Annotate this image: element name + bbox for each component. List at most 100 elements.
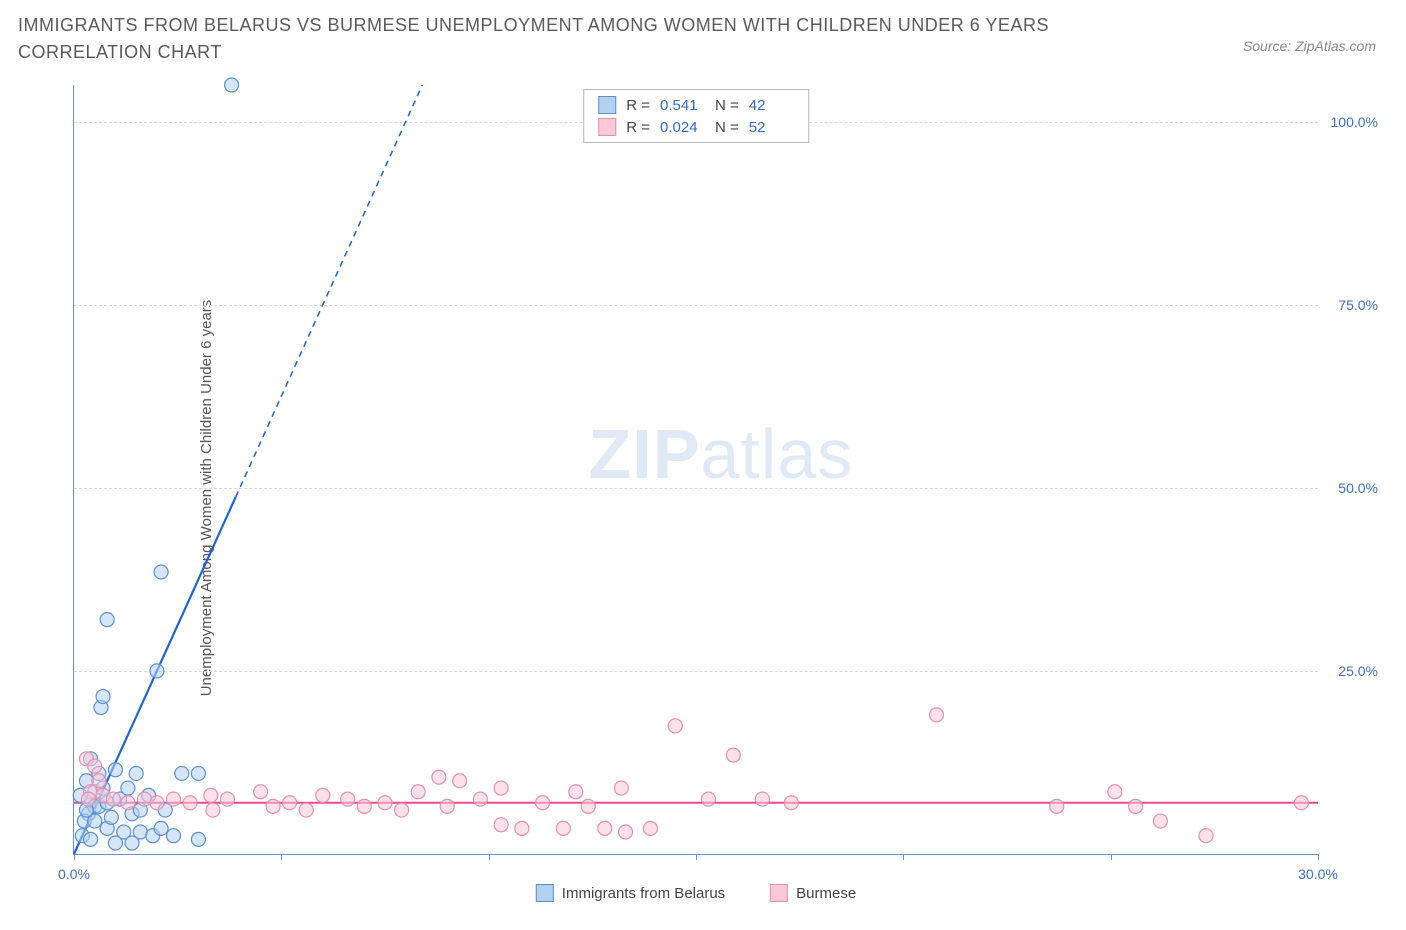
data-point-burmese — [206, 803, 220, 817]
data-point-burmese — [283, 796, 297, 810]
data-point-burmese — [82, 792, 96, 806]
swatch-burmese — [598, 118, 616, 136]
x-tick-label: 30.0% — [1298, 866, 1338, 882]
data-point-burmese — [453, 774, 467, 788]
data-point-burmese — [1294, 796, 1308, 810]
data-point-burmese — [755, 792, 769, 806]
data-point-burmese — [581, 799, 595, 813]
data-point-burmese — [254, 785, 268, 799]
data-point-burmese — [220, 792, 234, 806]
x-tick-label: 0.0% — [58, 866, 90, 882]
data-point-burmese — [556, 821, 570, 835]
data-point-belarus — [108, 763, 122, 777]
data-point-belarus — [100, 613, 114, 627]
data-point-belarus — [125, 836, 139, 850]
plot-area: ZIPatlas R = 0.541 N = 42 R = 0.024 N = … — [73, 85, 1318, 855]
legend-item-belarus: Immigrants from Belarus — [536, 884, 725, 902]
data-point-burmese — [341, 792, 355, 806]
data-point-burmese — [378, 796, 392, 810]
legend-item-burmese: Burmese — [770, 884, 856, 902]
swatch-belarus — [536, 884, 554, 902]
scatter-svg — [74, 85, 1318, 854]
data-point-belarus — [121, 781, 135, 795]
data-point-burmese — [88, 759, 102, 773]
data-point-belarus — [104, 810, 118, 824]
legend-label-burmese: Burmese — [796, 885, 856, 902]
data-point-burmese — [1050, 799, 1064, 813]
data-point-burmese — [668, 719, 682, 733]
x-tick — [903, 854, 904, 860]
data-point-belarus — [129, 766, 143, 780]
data-point-belarus — [175, 766, 189, 780]
data-point-burmese — [137, 792, 151, 806]
r-label: R = — [626, 119, 650, 136]
data-point-burmese — [784, 796, 798, 810]
y-tick-label: 25.0% — [1338, 663, 1378, 679]
correlation-legend: R = 0.541 N = 42 R = 0.024 N = 52 — [583, 89, 809, 143]
data-point-belarus — [225, 78, 239, 92]
data-point-belarus — [84, 832, 98, 846]
data-point-belarus — [191, 766, 205, 780]
x-tick — [74, 854, 75, 860]
data-point-burmese — [515, 821, 529, 835]
data-point-belarus — [150, 664, 164, 678]
x-tick — [696, 854, 697, 860]
data-point-burmese — [1153, 814, 1167, 828]
swatch-burmese — [770, 884, 788, 902]
y-tick-label: 100.0% — [1331, 114, 1378, 130]
data-point-burmese — [1129, 799, 1143, 813]
n-value-belarus: 42 — [749, 97, 794, 114]
source-attribution: Source: ZipAtlas.com — [1243, 38, 1376, 54]
data-point-burmese — [299, 803, 313, 817]
n-label: N = — [715, 119, 739, 136]
data-point-burmese — [494, 818, 508, 832]
data-point-burmese — [411, 785, 425, 799]
y-tick-label: 75.0% — [1338, 297, 1378, 313]
swatch-belarus — [598, 96, 616, 114]
data-point-burmese — [494, 781, 508, 795]
data-point-burmese — [183, 796, 197, 810]
r-value-belarus: 0.541 — [660, 97, 705, 114]
data-point-belarus — [191, 832, 205, 846]
data-point-burmese — [150, 796, 164, 810]
legend-row-belarus: R = 0.541 N = 42 — [598, 96, 794, 114]
x-tick — [281, 854, 282, 860]
data-point-burmese — [701, 792, 715, 806]
legend-row-burmese: R = 0.024 N = 52 — [598, 118, 794, 136]
data-point-burmese — [1199, 829, 1213, 843]
legend-label-belarus: Immigrants from Belarus — [562, 885, 725, 902]
data-point-burmese — [619, 825, 633, 839]
x-tick — [489, 854, 490, 860]
data-point-belarus — [108, 836, 122, 850]
data-point-burmese — [643, 821, 657, 835]
data-point-burmese — [395, 803, 409, 817]
data-point-burmese — [598, 821, 612, 835]
data-point-burmese — [440, 799, 454, 813]
data-point-burmese — [930, 708, 944, 722]
x-tick — [1318, 854, 1319, 860]
data-point-burmese — [1108, 785, 1122, 799]
r-label: R = — [626, 97, 650, 114]
data-point-burmese — [316, 788, 330, 802]
chart-title: IMMIGRANTS FROM BELARUS VS BURMESE UNEMP… — [18, 12, 1118, 66]
data-point-burmese — [569, 785, 583, 799]
data-point-burmese — [614, 781, 628, 795]
n-label: N = — [715, 97, 739, 114]
n-value-burmese: 52 — [749, 119, 794, 136]
trendline-belarus-dashed — [236, 85, 423, 497]
data-point-burmese — [167, 792, 181, 806]
data-point-burmese — [432, 770, 446, 784]
data-point-burmese — [121, 796, 135, 810]
data-point-belarus — [96, 690, 110, 704]
x-tick — [1111, 854, 1112, 860]
data-point-burmese — [473, 792, 487, 806]
r-value-burmese: 0.024 — [660, 119, 705, 136]
series-legend: Immigrants from Belarus Burmese — [536, 884, 856, 902]
data-point-burmese — [536, 796, 550, 810]
data-point-burmese — [266, 799, 280, 813]
y-tick-label: 50.0% — [1338, 480, 1378, 496]
data-point-burmese — [106, 792, 120, 806]
data-point-burmese — [726, 748, 740, 762]
chart-container: Unemployment Among Women with Children U… — [18, 85, 1388, 910]
data-point-burmese — [204, 788, 218, 802]
